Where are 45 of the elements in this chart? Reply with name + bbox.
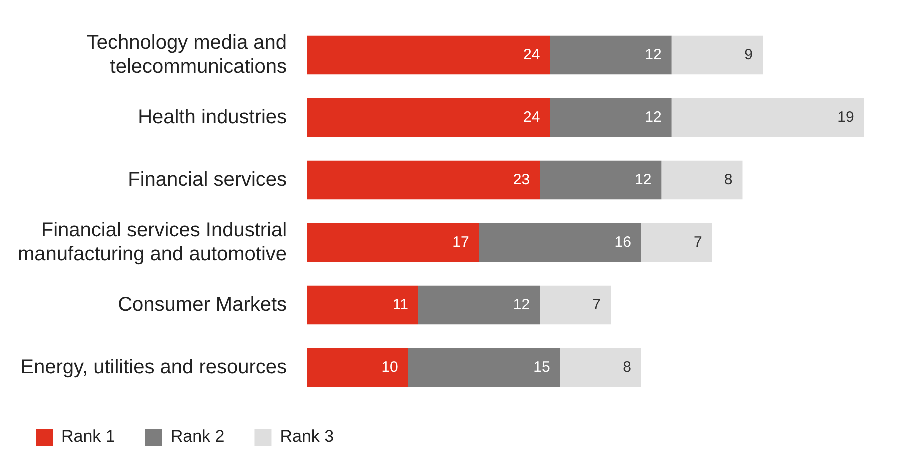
data-label: 12 <box>645 108 662 126</box>
data-label: 17 <box>452 234 470 251</box>
data-label: 12 <box>635 171 652 188</box>
data-label: 9 <box>744 46 754 64</box>
data-label: 12 <box>645 46 662 64</box>
bar <box>540 286 612 325</box>
bar <box>550 36 672 75</box>
bar <box>307 223 480 262</box>
data-label: 15 <box>534 358 550 376</box>
data-label: 7 <box>592 296 602 314</box>
bar <box>307 36 550 75</box>
bar <box>418 286 540 325</box>
data-label: 19 <box>838 108 854 126</box>
data-label: 12 <box>513 296 530 314</box>
data-label: 24 <box>524 108 540 126</box>
y-tick-label: Health industries <box>138 106 288 128</box>
data-label: 8 <box>724 171 733 188</box>
bar <box>307 286 419 325</box>
legend-label: Rank 2 <box>170 427 225 446</box>
bar <box>550 98 672 138</box>
bar <box>479 223 642 262</box>
y-tick-label: Consumer Markets <box>118 294 288 316</box>
y-tick-label: Financial services Industrial manufacturing and automotive <box>18 219 288 266</box>
y-tick-label: Technology media and telecommunications <box>86 32 288 78</box>
data-label: 16 <box>614 234 632 251</box>
bar <box>307 98 550 138</box>
data-label: 8 <box>623 358 632 376</box>
data-label: 7 <box>694 234 702 251</box>
bar <box>307 348 408 388</box>
bar <box>641 223 712 262</box>
bar <box>307 160 540 200</box>
y-tick-label: Energy, utilities and resources <box>20 356 288 378</box>
data-label: 10 <box>382 358 398 376</box>
bar <box>672 36 764 75</box>
legend-label: Rank 1 <box>62 427 116 446</box>
data-label: 24 <box>524 46 540 64</box>
data-label: 11 <box>392 296 409 314</box>
data-label: 23 <box>513 171 530 188</box>
bar <box>560 348 642 388</box>
bar <box>672 98 864 138</box>
y-tick-label: Financial services <box>128 168 288 191</box>
bar <box>540 160 662 200</box>
bar <box>408 348 560 388</box>
bar <box>662 160 743 200</box>
legend-label: Rank 3 <box>280 427 334 446</box>
